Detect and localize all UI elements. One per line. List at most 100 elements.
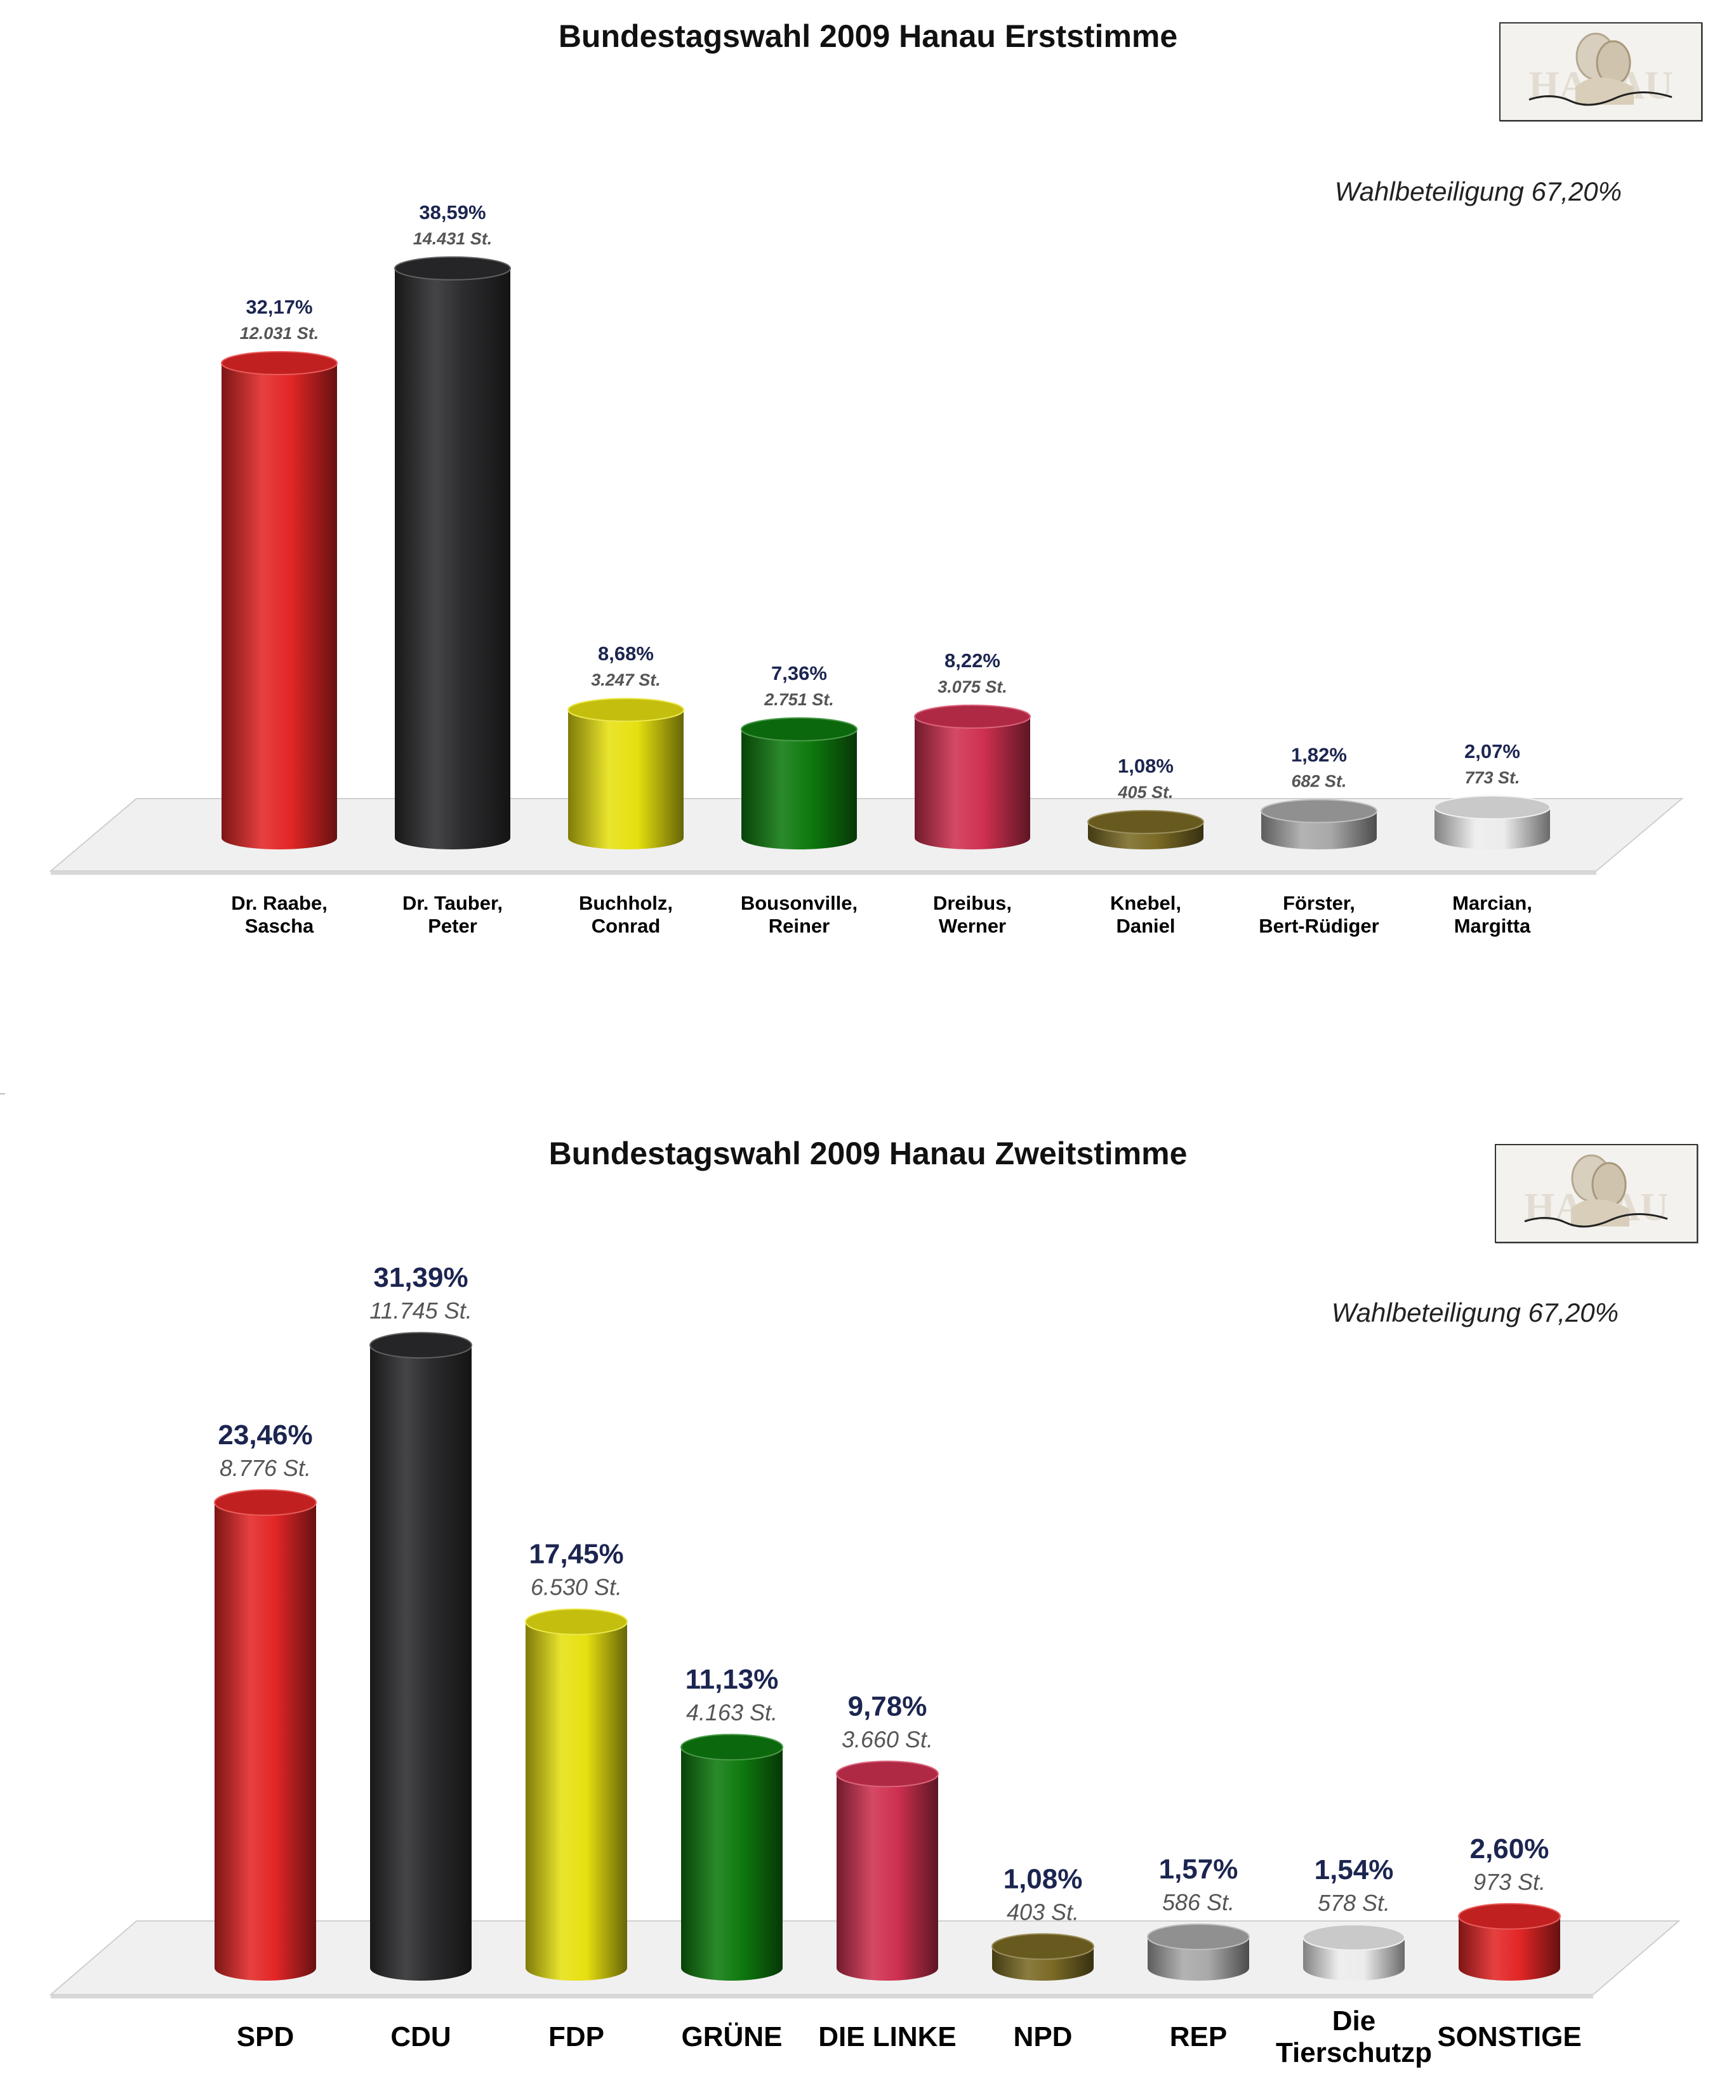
bar-4 <box>836 1760 939 1981</box>
value-label: 2,07% <box>1464 740 1520 762</box>
category-label: Bert-Rüdiger <box>1259 915 1379 937</box>
votes-label: 12.031 St. <box>240 324 319 343</box>
category-label: Sascha <box>245 915 314 937</box>
votes-label: 11.745 St. <box>369 1298 472 1324</box>
bar-top <box>394 256 511 281</box>
value-label: 8,22% <box>944 649 1000 672</box>
votes-label: 682 St. <box>1291 772 1346 791</box>
value-label: 9,78% <box>848 1691 927 1722</box>
bar-top <box>525 1608 628 1635</box>
bar-6 <box>1261 799 1377 849</box>
chart-title: Bundestagswahl 2009 Hanau Erststimme <box>558 18 1178 54</box>
bar-body <box>215 1502 316 1968</box>
category-label: Die <box>1332 2005 1375 2037</box>
chart-floor-edge <box>51 1995 1593 1998</box>
value-label: 1,08% <box>1004 1863 1083 1894</box>
bar-base <box>915 827 1030 849</box>
bar-base <box>992 1955 1094 1981</box>
bar-base <box>1148 1955 1249 1981</box>
category-label: Reiner <box>769 915 830 937</box>
votes-label: 6.530 St. <box>531 1574 622 1600</box>
bar-body <box>526 1621 627 1968</box>
bar-base <box>370 1955 472 1981</box>
chart-floor-edge <box>51 871 1596 875</box>
votes-label: 405 St. <box>1117 783 1173 802</box>
category-label: DIE LINKE <box>818 2021 957 2052</box>
bar-base <box>741 827 857 849</box>
bar-2 <box>525 1608 628 1981</box>
category-label: Conrad <box>592 915 661 937</box>
category-label: Marcian, <box>1452 892 1532 914</box>
erststimme-chart: Bundestagswahl 2009 Hanau Erststimme HAN… <box>0 0 1736 1041</box>
bar-top <box>1147 1923 1250 1950</box>
category-label: Peter <box>428 915 477 937</box>
value-label: 1,82% <box>1291 744 1347 766</box>
value-label: 31,39% <box>373 1262 468 1293</box>
value-label: 32,17% <box>246 296 312 318</box>
bar-7 <box>1434 795 1551 849</box>
category-label: REP <box>1170 2021 1227 2052</box>
votes-label: 3.075 St. <box>938 677 1007 696</box>
value-label: 11,13% <box>686 1664 779 1695</box>
bar-top <box>991 1933 1094 1960</box>
votes-label: 403 St. <box>1007 1899 1079 1925</box>
bar-top <box>741 717 858 741</box>
turnout-label: Wahlbeteiligung 67,20% <box>1334 176 1622 206</box>
bar-body <box>681 1747 783 1968</box>
category-label: Margitta <box>1454 915 1531 937</box>
bar-top <box>836 1760 939 1788</box>
value-label: 17,45% <box>529 1539 623 1570</box>
bar-5 <box>1087 809 1204 849</box>
bar-base <box>1435 827 1550 849</box>
bar-1 <box>394 256 511 849</box>
bar-top <box>1434 795 1551 820</box>
bar-6 <box>1147 1923 1250 1981</box>
value-label: 8,68% <box>598 642 654 665</box>
value-label: 2,60% <box>1470 1833 1549 1864</box>
hanau-logo: HANAU <box>1495 1144 1698 1243</box>
bar-body <box>741 729 857 838</box>
erststimme-plot: 32,17% 12.031 St. Dr. Raabe,Sascha 38,59% 14… <box>49 201 1684 937</box>
category-label: Dreibus, <box>933 892 1012 914</box>
votes-label: 3.247 St. <box>591 670 661 689</box>
bar-3 <box>741 717 858 849</box>
category-label: Förster, <box>1283 892 1355 914</box>
bar-4 <box>914 704 1031 849</box>
value-label: 7,36% <box>771 662 827 684</box>
bar-1 <box>369 1332 472 1981</box>
bar-body <box>370 1345 472 1968</box>
bar-body <box>837 1774 938 1968</box>
divider <box>0 1093 5 1094</box>
category-label: SPD <box>237 2021 294 2052</box>
bar-top <box>680 1734 783 1761</box>
bar-base <box>526 1955 627 1981</box>
category-label: CDU <box>390 2021 451 2052</box>
bar-top <box>1302 1924 1405 1951</box>
category-label: Dr. Tauber, <box>402 892 503 914</box>
bar-top <box>221 351 338 376</box>
turnout-label: Wahlbeteiligung 67,20% <box>1331 1298 1619 1327</box>
votes-label: 2.751 St. <box>764 690 834 709</box>
votes-label: 8.776 St. <box>220 1455 311 1481</box>
category-label: Werner <box>939 915 1006 937</box>
bar-body <box>222 363 337 838</box>
hanau-logo: HANAU <box>1499 22 1702 121</box>
votes-label: 4.163 St. <box>686 1699 778 1725</box>
bar-top <box>567 698 684 722</box>
bar-base <box>837 1955 938 1981</box>
bar-top <box>1087 809 1204 834</box>
value-label: 23,46% <box>218 1419 312 1451</box>
zweitstimme-chart: Bundestagswahl 2009 Hanau Zweitstimme HA… <box>0 1079 1736 2100</box>
bar-base <box>215 1955 316 1981</box>
votes-label: 773 St. <box>1464 768 1520 787</box>
bar-body <box>568 710 684 838</box>
category-label: Dr. Raabe, <box>231 892 328 914</box>
category-label: GRÜNE <box>682 2021 783 2052</box>
bar-base <box>1303 1955 1405 1981</box>
chart-title: Bundestagswahl 2009 Hanau Zweitstimme <box>548 1136 1188 1171</box>
value-label: 1,54% <box>1315 1854 1394 1885</box>
votes-label: 14.431 St. <box>413 229 493 248</box>
bar-base <box>681 1955 783 1981</box>
bar-top <box>1458 1903 1561 1930</box>
bar-0 <box>221 351 338 849</box>
